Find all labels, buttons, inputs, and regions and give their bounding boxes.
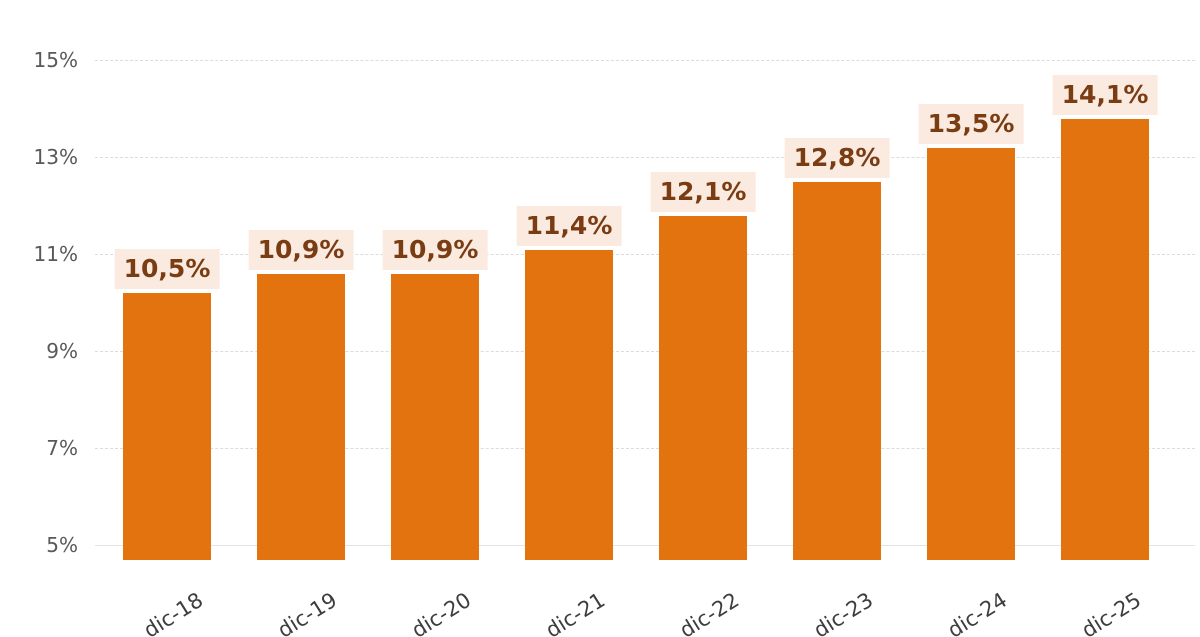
bar-slot: 12,1% xyxy=(650,55,756,560)
gridline-13 xyxy=(95,157,1195,158)
bar-value-label: 10,9% xyxy=(248,229,354,270)
bar-slot: 12,8% xyxy=(784,55,890,560)
bar-dic-25[interactable] xyxy=(1061,118,1149,560)
bar-value-label: 10,5% xyxy=(114,249,220,290)
bar-dic-20[interactable] xyxy=(391,273,479,560)
bar-slot: 14,1% xyxy=(1052,55,1158,560)
bar-dic-24[interactable] xyxy=(927,147,1015,560)
bar-slot: 13,5% xyxy=(918,55,1024,560)
x-axis-label-dic-22: dic-22 xyxy=(675,587,744,637)
gridline-7 xyxy=(95,448,1195,449)
y-axis-tick-15: 15% xyxy=(33,48,78,72)
bar-slot: 10,5% xyxy=(114,55,220,560)
bar-slot: 11,4% xyxy=(516,55,622,560)
bar-value-label: 14,1% xyxy=(1052,74,1158,115)
y-axis-tick-9: 9% xyxy=(46,339,78,363)
bar-value-label: 12,8% xyxy=(784,137,890,178)
gridline-15 xyxy=(95,60,1195,61)
x-axis-label-dic-18: dic-18 xyxy=(139,587,208,637)
x-axis-label-dic-23: dic-23 xyxy=(809,587,878,637)
bar-value-label: 13,5% xyxy=(918,103,1024,144)
bar-dic-22[interactable] xyxy=(659,215,747,560)
bar-slot: 10,9% xyxy=(248,55,354,560)
bar-slot: 10,9% xyxy=(382,55,488,560)
x-axis-label-dic-21: dic-21 xyxy=(541,587,610,637)
bar-dic-21[interactable] xyxy=(525,249,613,560)
bar-dic-19[interactable] xyxy=(257,273,345,560)
bar-dic-23[interactable] xyxy=(793,181,881,560)
plot-area: 15% 13% 11% 9% 7% 5% 10,5% 10,9% 10,9% 1… xyxy=(34,40,1195,637)
x-axis-label-dic-25: dic-25 xyxy=(1077,587,1146,637)
bar-value-label: 10,9% xyxy=(382,229,488,270)
y-axis-tick-7: 7% xyxy=(46,436,78,460)
y-axis-tick-13: 13% xyxy=(33,145,78,169)
bar-dic-18[interactable] xyxy=(123,293,211,560)
x-axis-label-dic-19: dic-19 xyxy=(273,587,342,637)
x-axis-label-dic-20: dic-20 xyxy=(407,587,476,637)
y-axis-tick-5: 5% xyxy=(46,533,78,557)
gridline-11 xyxy=(95,254,1195,255)
x-axis-label-dic-24: dic-24 xyxy=(943,587,1012,637)
gridline-5-baseline xyxy=(95,545,1195,546)
bar-value-label: 11,4% xyxy=(516,205,622,246)
bar-value-label: 12,1% xyxy=(650,171,756,212)
gridline-9 xyxy=(95,351,1195,352)
y-axis-tick-11: 11% xyxy=(33,242,78,266)
